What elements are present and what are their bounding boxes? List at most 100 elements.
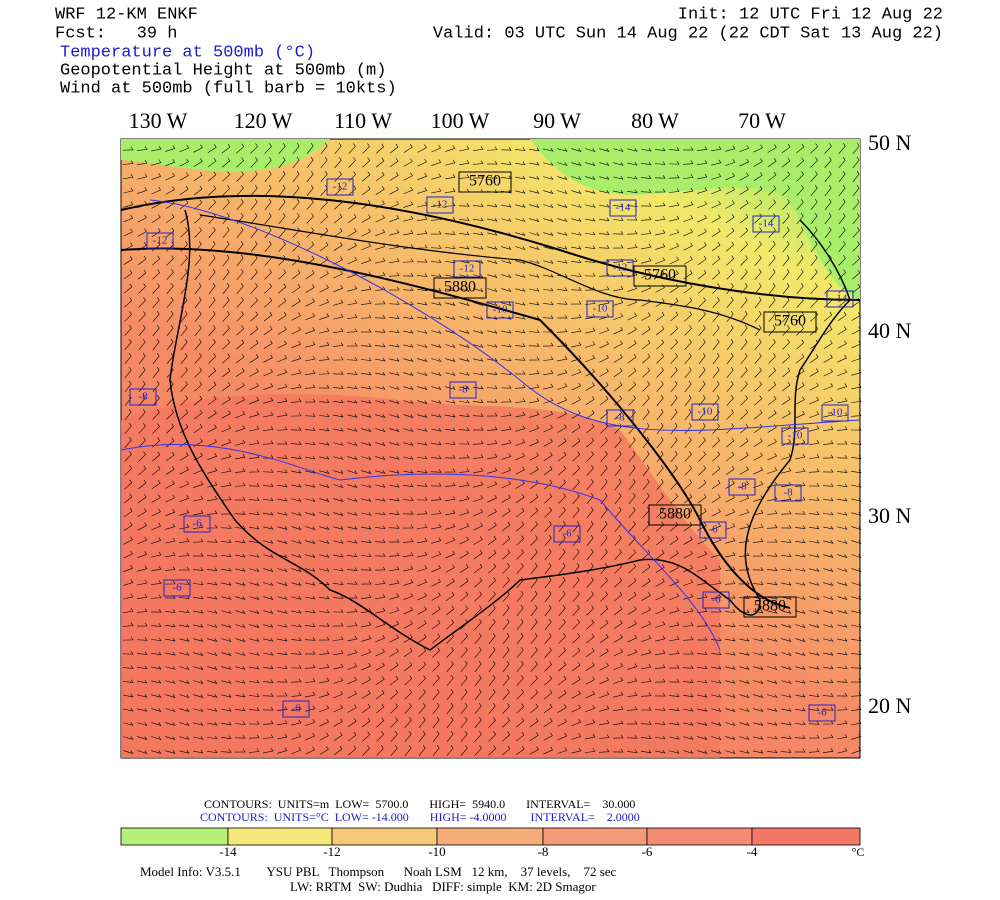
wind-barb	[346, 594, 358, 599]
wind-barb	[488, 660, 496, 673]
wind-barb	[571, 162, 582, 167]
wind-barb	[375, 607, 386, 614]
wind-barb	[389, 172, 399, 181]
wind-barb	[796, 325, 804, 336]
wind-barb	[613, 662, 624, 671]
wind-barb	[768, 268, 776, 281]
wind-barb	[123, 522, 133, 531]
wind-barb	[264, 143, 272, 154]
wind-barb	[697, 255, 707, 266]
wind-barb	[754, 213, 763, 224]
wind-barb	[220, 539, 232, 543]
wind-barb	[389, 566, 400, 571]
wind-barb	[431, 344, 442, 348]
wind-barb	[768, 241, 776, 252]
wind-barb	[543, 479, 553, 490]
wind-barb	[613, 340, 623, 349]
wind-barb	[445, 550, 456, 559]
wind-barb	[320, 171, 328, 182]
wind-barb	[725, 566, 736, 571]
wind-barb	[808, 497, 820, 501]
wind-barb	[222, 297, 230, 309]
wind-barb	[374, 580, 386, 585]
wind-barb	[809, 411, 820, 418]
wind-barb	[389, 157, 399, 168]
wind-barb	[528, 343, 540, 347]
wind-barb	[752, 581, 764, 585]
wind-barb	[487, 467, 498, 474]
wind-barb	[823, 397, 834, 404]
wind-barb	[277, 623, 288, 628]
wind-barb	[249, 582, 260, 586]
wind-barb	[585, 245, 596, 250]
wind-barb	[277, 397, 288, 404]
wind-barb	[628, 507, 636, 519]
temp-label-box	[699, 521, 727, 539]
wind-barb	[165, 666, 176, 670]
wind-barb	[514, 343, 526, 347]
wind-barb	[319, 746, 329, 755]
wind-barb	[753, 749, 764, 754]
wind-barb	[305, 284, 315, 293]
wind-barb	[361, 484, 372, 488]
wind-barb	[389, 229, 400, 236]
wind-barb	[626, 230, 638, 235]
wind-barb	[712, 338, 720, 351]
colorbar-swatch	[751, 827, 861, 846]
wind-barb	[809, 693, 820, 698]
wind-barb	[389, 343, 400, 348]
wind-barb	[248, 707, 260, 711]
wind-barb	[472, 426, 484, 431]
wind-barb	[180, 282, 188, 295]
wind-barb	[557, 747, 568, 754]
wind-barb	[809, 679, 820, 684]
wind-barb	[585, 148, 596, 153]
wind-barb	[654, 707, 666, 711]
wind-barb	[725, 508, 736, 517]
wind-barb	[137, 736, 148, 740]
height-label-box	[648, 504, 702, 526]
wind-barb	[796, 226, 804, 239]
wind-barb	[851, 312, 861, 321]
wind-barb	[389, 243, 400, 250]
wind-barb	[585, 176, 596, 180]
wind-barb	[263, 582, 274, 587]
wind-barb	[319, 718, 330, 727]
wind-barb	[586, 506, 594, 519]
wind-barb	[151, 465, 161, 476]
wind-barb	[571, 437, 581, 448]
wind-barb	[235, 596, 246, 600]
wind-barb	[207, 467, 218, 474]
wind-barb	[263, 311, 273, 322]
wind-barb	[235, 582, 246, 586]
wind-barb	[767, 424, 777, 433]
wind-barb	[431, 358, 442, 363]
wind-barb	[669, 284, 679, 293]
wind-barb	[276, 679, 288, 683]
wind-barb	[305, 355, 316, 362]
wind-barb	[808, 748, 820, 753]
wind-barb	[752, 567, 764, 571]
wind-barb	[668, 650, 680, 655]
wind-barb	[459, 160, 470, 166]
wind-barb	[670, 436, 678, 449]
wind-barb	[458, 454, 470, 459]
wind-barb	[347, 413, 358, 418]
wind-barb	[655, 311, 665, 322]
wind-barb	[333, 526, 344, 530]
wind-barb	[754, 381, 762, 392]
wind-barb	[500, 398, 512, 403]
wind-barb	[207, 410, 217, 419]
colorbar-swatch	[436, 827, 544, 846]
wind-barb	[221, 680, 232, 684]
wind-barb	[627, 175, 638, 180]
wind-barb	[137, 708, 148, 712]
map: 576058805760576058805880-12-12-12-14-14-…	[120, 138, 862, 759]
colorbar-tick: -10	[428, 844, 445, 859]
wind-barb	[431, 202, 442, 207]
wind-barb	[796, 171, 804, 182]
wind-barb	[543, 147, 554, 152]
wind-barb	[837, 354, 847, 363]
wind-barb	[333, 427, 344, 432]
